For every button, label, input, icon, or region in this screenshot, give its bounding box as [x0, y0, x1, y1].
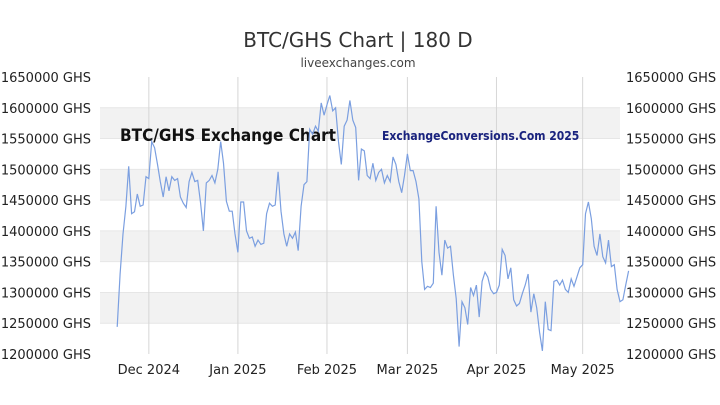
chart-title: BTC/GHS Chart | 180 D: [243, 28, 472, 52]
y-tick-label-left: 1550000 GHS: [1, 133, 91, 148]
y-tick-label-right: 1550000 GHS: [626, 133, 716, 148]
y-tick-label-right: 1200000 GHS: [626, 348, 716, 363]
x-axis-labels: Dec 2024 Jan 2025 Feb 2025 Mar 2025 Apr 2025…: [118, 363, 615, 378]
x-tick-label: Dec 2024: [118, 363, 180, 378]
y-tick-label-right: 1400000 GHS: [626, 225, 716, 240]
y-tick-label-left: 1200000 GHS: [1, 348, 91, 363]
y-tick-label-left: 1500000 GHS: [1, 163, 91, 178]
watermark-exchange-chart: BTC/GHS Exchange Chart: [120, 126, 336, 146]
y-tick-label-left: 1250000 GHS: [1, 317, 91, 332]
y-tick-label-left: 1300000 GHS: [1, 286, 91, 301]
y-tick-label-right: 1650000 GHS: [626, 71, 716, 86]
month-gridlines: [148, 77, 584, 354]
y-axis-right-labels: 1650000 GHS 1600000 GHS 1550000 GHS 1500000…: [626, 71, 716, 363]
watermark-exchangeconversions: ExchangeConversions.Com 2025: [382, 129, 579, 143]
y-tick-label-left: 1650000 GHS: [1, 71, 91, 86]
grid-band: [100, 230, 620, 262]
y-tick-label-left: 1450000 GHS: [1, 194, 91, 209]
y-tick-label-right: 1600000 GHS: [626, 102, 716, 117]
y-tick-label-right: 1250000 GHS: [626, 317, 716, 332]
x-tick-label: Mar 2025: [377, 363, 439, 378]
y-tick-label-left: 1350000 GHS: [1, 256, 91, 271]
x-tick-label: Jan 2025: [208, 363, 266, 378]
y-tick-label-right: 1350000 GHS: [626, 256, 716, 271]
x-tick-label: Feb 2025: [297, 363, 357, 378]
x-tick-label: May 2025: [551, 363, 615, 378]
grid-band: [100, 169, 620, 201]
price-series-line: [116, 95, 630, 351]
x-tick-label: Apr 2025: [467, 363, 527, 378]
chart-subtitle: liveexchanges.com: [300, 56, 415, 70]
y-tick-label-left: 1600000 GHS: [1, 102, 91, 117]
y-tick-label-right: 1500000 GHS: [626, 163, 716, 178]
y-tick-label-right: 1300000 GHS: [626, 286, 716, 301]
grid-band: [100, 107, 620, 139]
y-tick-label-right: 1450000 GHS: [626, 194, 716, 209]
y-axis-left-labels: 1650000 GHS 1600000 GHS 1550000 GHS 1500000…: [1, 71, 91, 363]
grid-band: [100, 292, 620, 324]
y-tick-label-left: 1400000 GHS: [1, 225, 91, 240]
